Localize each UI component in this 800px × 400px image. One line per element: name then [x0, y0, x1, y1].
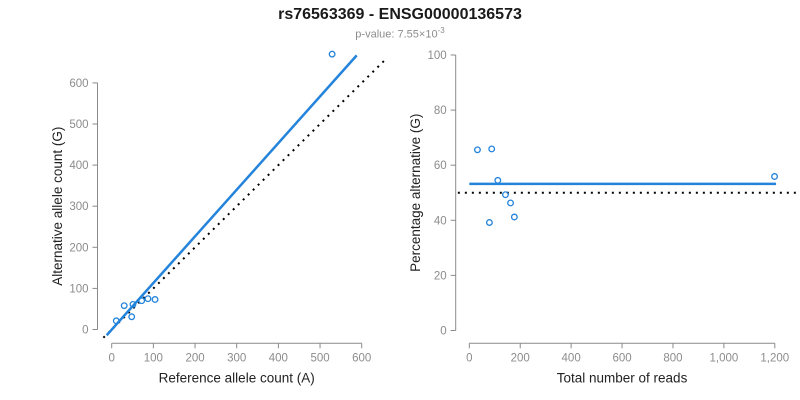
x-tick-label: 1,000 [709, 352, 738, 364]
p-value-text: p-value: 7.55×10 [355, 28, 438, 41]
data-point [488, 145, 496, 153]
plots-canvas: 0 100 200 300 400 500 6000100200300400500600Re… [50, 50, 798, 385]
x-tick-label: 1,200 [760, 352, 789, 364]
y-axis-title: Alternative allele count (G) [50, 127, 65, 286]
data-point [485, 219, 493, 226]
p-value-exponent: -3 [437, 26, 445, 35]
y-tick-label: 100 [69, 283, 88, 295]
x-tick-label: 800 [663, 352, 682, 364]
y-tick-label: 60 [434, 160, 447, 172]
figure-title: rs76563369 - ENSG00000136573 [278, 6, 522, 23]
y-tick-label: 0 [82, 325, 88, 337]
x-tick-label: 500 [310, 352, 329, 364]
y-tick-label: 600 [69, 78, 88, 90]
x-tick-label: 200 [511, 352, 530, 364]
y-tick-label: 400 [69, 160, 88, 172]
data-point [120, 302, 128, 310]
fit-line [105, 54, 358, 337]
y-tick-label: 40 [434, 215, 447, 227]
identity-line [102, 59, 386, 339]
data-point [129, 300, 137, 308]
p-value-subtitle: p-value: 7.55×10-3 [0, 26, 800, 41]
data-point [771, 173, 778, 180]
percentage-plot: 0 200 400 600 800 1,000 1,200 0 20 40 60 80 100 Total… [408, 50, 798, 385]
y-tick-label: 500 [69, 119, 88, 131]
x-tick-label: 200 [185, 352, 204, 364]
data-point [507, 199, 514, 207]
data-point [112, 317, 120, 325]
x-axis-title: Reference allele count (A) [159, 370, 315, 385]
data-point [144, 295, 152, 303]
y-tick-label: 100 [428, 50, 447, 62]
x-tick-label: 400 [269, 352, 288, 364]
data-point [128, 313, 136, 321]
data-point [138, 297, 146, 305]
y-tick-label: 300 [69, 201, 88, 213]
data-point [502, 191, 509, 199]
x-tick-label: 300 [227, 352, 246, 364]
data-point [328, 50, 336, 58]
data-point [510, 213, 518, 221]
x-tick-label: 600 [612, 352, 631, 364]
data-point [494, 176, 502, 184]
x-tick-label: 0 [108, 352, 114, 364]
allele-count-plot: 0 100 200 300 400 500 600 0 100 200 300 400 500 600 Re… [50, 50, 386, 385]
y-tick-label: 0 [440, 326, 446, 338]
y-tick-label: 80 [434, 105, 447, 117]
x-tick-label: 600 [352, 352, 371, 364]
y-tick-label: 200 [69, 242, 88, 254]
data-point [151, 296, 159, 303]
y-axis-title: Percentage alternative (G) [408, 114, 423, 272]
x-tick-label: 400 [562, 352, 581, 364]
x-tick-label: 0 [466, 352, 472, 364]
data-point [473, 146, 481, 154]
x-tick-label: 100 [144, 352, 163, 364]
y-tick-label: 20 [434, 270, 447, 282]
x-axis-title: Total number of reads [557, 370, 688, 385]
